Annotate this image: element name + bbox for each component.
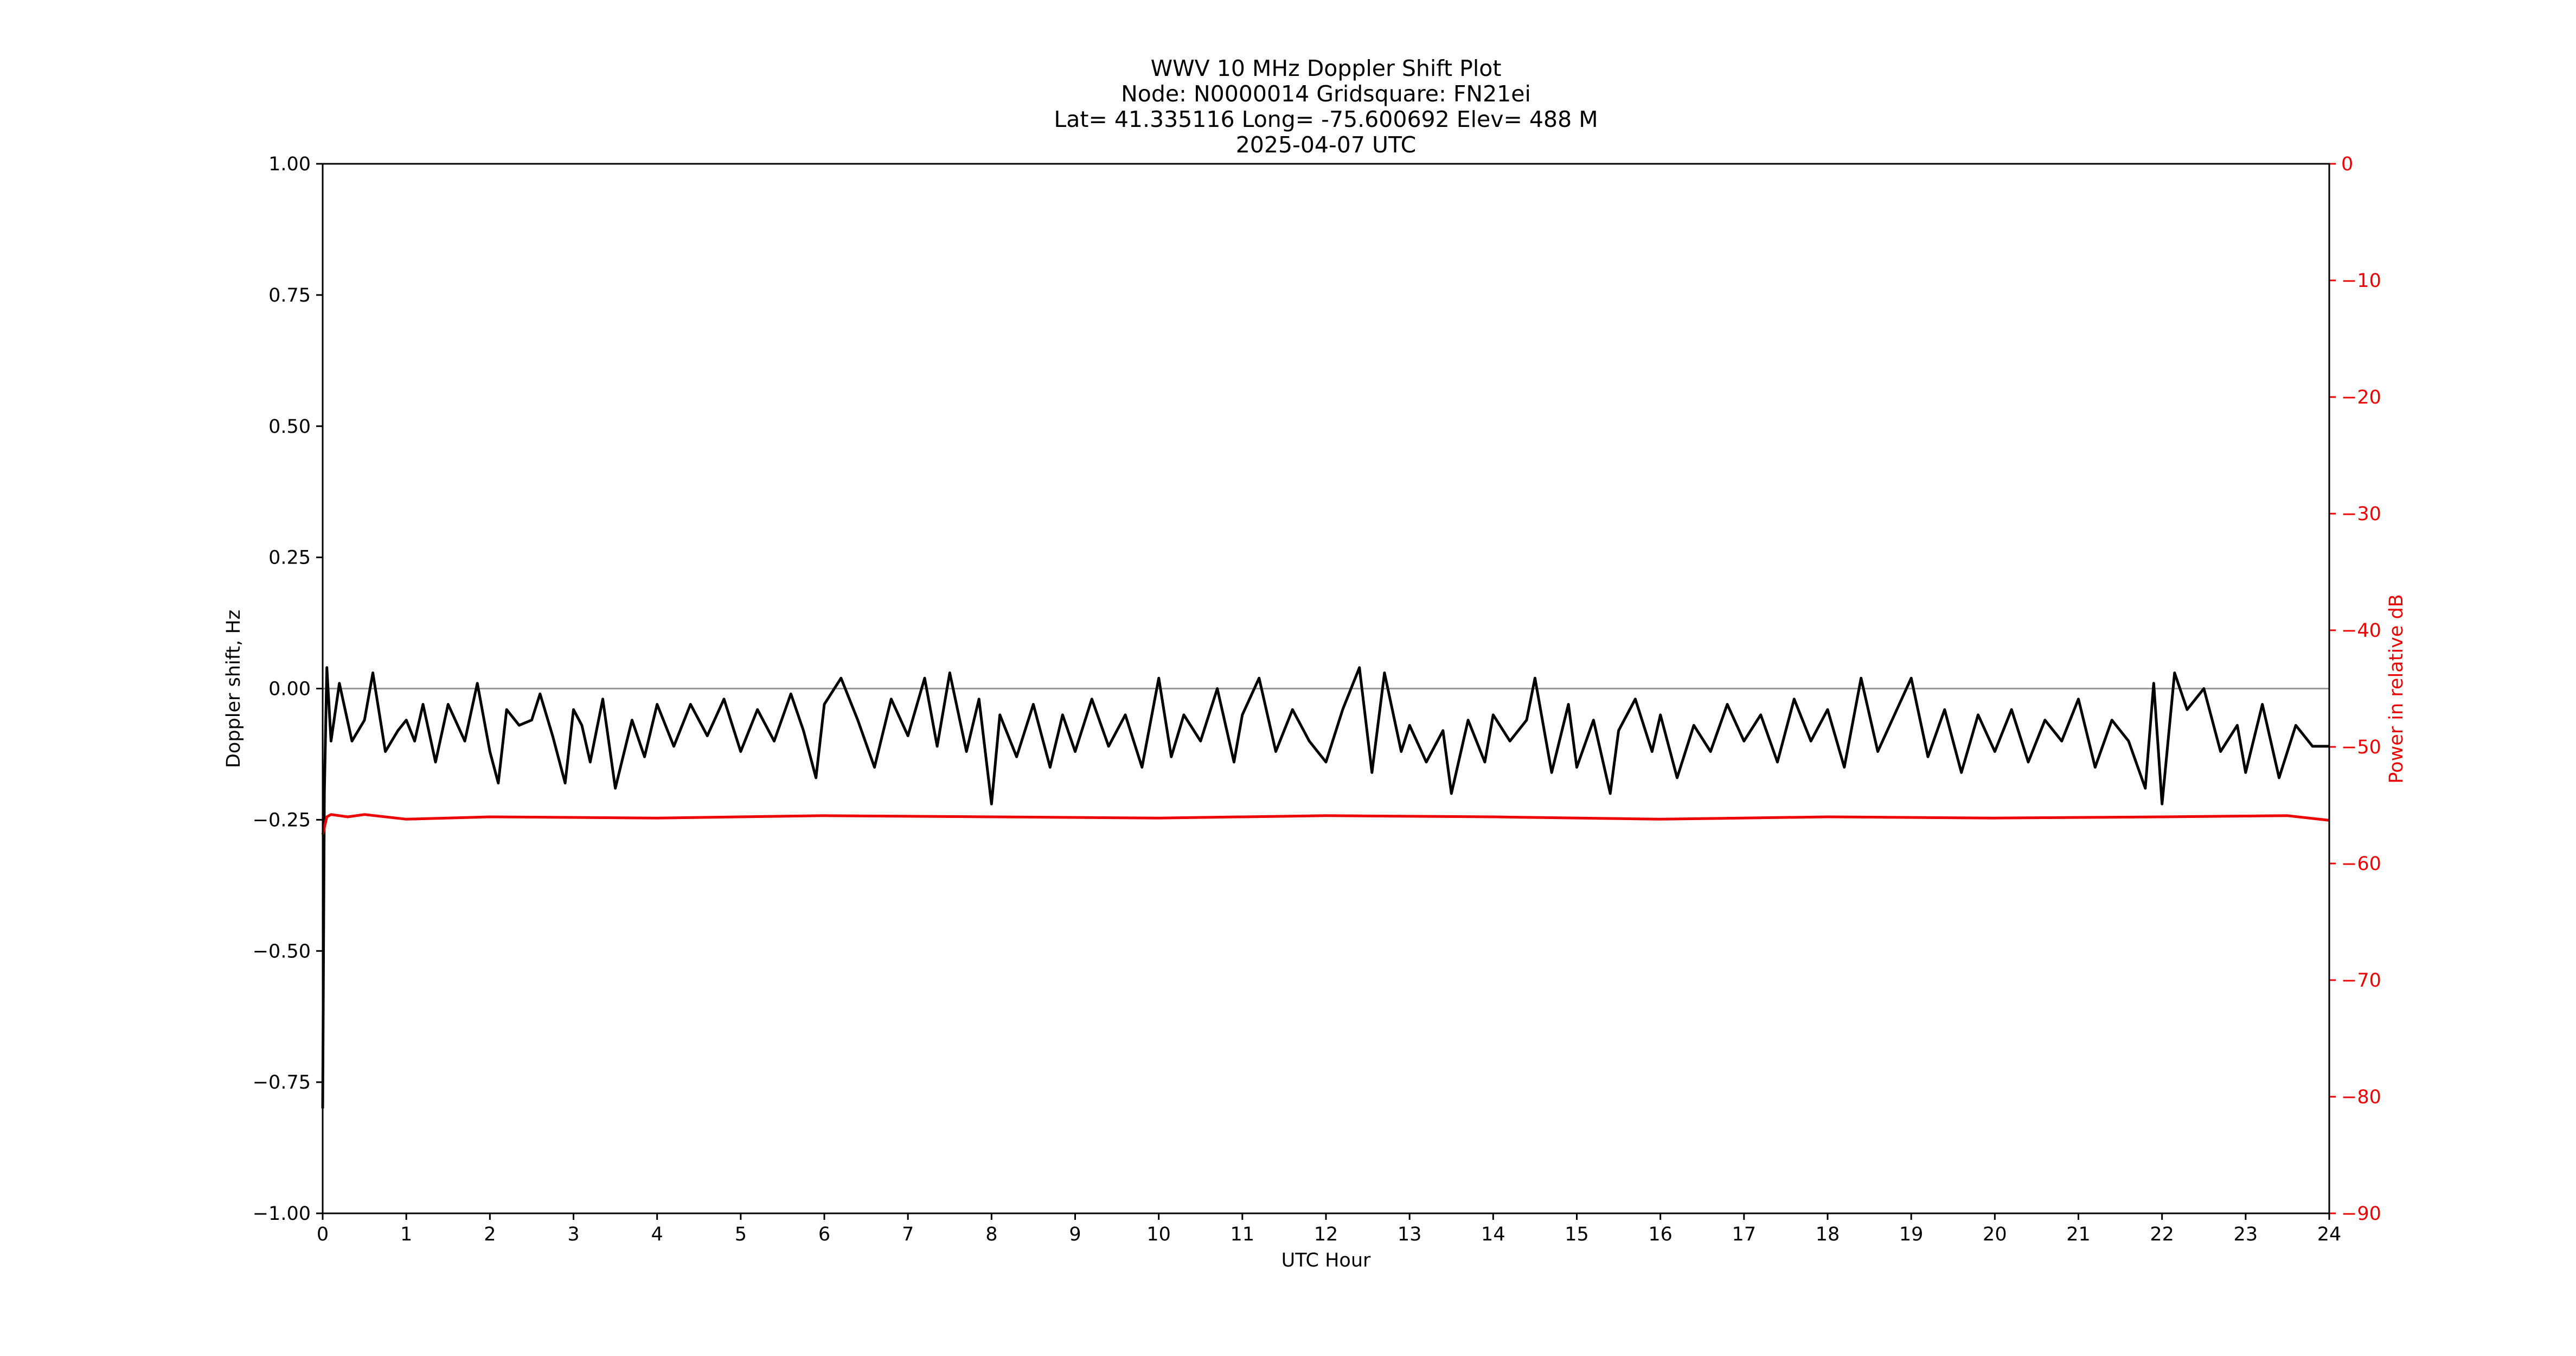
x-tick-label: 19 — [1899, 1224, 1924, 1245]
axis-ticks: 0 1 2 3 4 5 6 7 8 9 10 11 12 13 14 15 16 17 18 19 20 21 22 23 24… — [253, 153, 2381, 1245]
x-tick-label: 21 — [2066, 1224, 2091, 1245]
y-tick-label: 0.25 — [268, 547, 311, 569]
x-tick-label: 24 — [2317, 1224, 2342, 1245]
x-tick-label: 17 — [1732, 1224, 1757, 1245]
y2-tick-label: −20 — [2341, 387, 2381, 408]
x-tick-label: 12 — [1314, 1224, 1338, 1245]
y2-tick-label: −70 — [2341, 970, 2381, 992]
x-tick-label: 14 — [1481, 1224, 1505, 1245]
y-tick-label: 0.75 — [268, 285, 311, 306]
y2-tick-label: −10 — [2341, 270, 2381, 292]
x-tick-label: 1 — [400, 1224, 412, 1245]
x-tick-label: 22 — [2150, 1224, 2174, 1245]
y2-tick-label: −80 — [2341, 1086, 2381, 1108]
chart-title-line-4: 2025-04-07 UTC — [1236, 132, 1417, 158]
x-tick-label: 6 — [818, 1224, 830, 1245]
chart-title-line-3: Lat= 41.335116 Long= -75.600692 Elev= 48… — [1054, 106, 1598, 132]
y2-tick-label: −40 — [2341, 620, 2381, 642]
plot-frame — [322, 163, 2330, 1214]
y2-axis-label: Power in relative dB — [2386, 594, 2407, 783]
x-tick-label: 11 — [1231, 1224, 1255, 1245]
y2-tick-label: −30 — [2341, 503, 2381, 525]
x-tick-label: 15 — [1565, 1224, 1589, 1245]
x-tick-label: 10 — [1146, 1224, 1171, 1245]
y-tick-label: −1.00 — [253, 1203, 311, 1225]
y-tick-label: −0.50 — [253, 941, 311, 962]
plot-area — [321, 666, 2330, 1109]
x-tick-label: 18 — [1816, 1224, 1840, 1245]
x-tick-label: 2 — [484, 1224, 496, 1245]
y2-tick-label: −50 — [2341, 737, 2381, 758]
y2-tick-label: −90 — [2341, 1203, 2381, 1225]
doppler-series-line — [321, 666, 2329, 1109]
x-tick-label: 7 — [902, 1224, 914, 1245]
x-tick-label: 23 — [2234, 1224, 2258, 1245]
y-tick-label: 0.00 — [268, 679, 311, 700]
x-tick-label: 0 — [317, 1224, 329, 1245]
y2-tick-label: 0 — [2341, 153, 2353, 175]
x-tick-label: 13 — [1398, 1224, 1422, 1245]
x-tick-label: 3 — [567, 1224, 579, 1245]
x-tick-label: 4 — [651, 1224, 663, 1245]
x-axis-label: UTC Hour — [1281, 1250, 1371, 1271]
chart-title-line-2: Node: N0000014 Gridsquare: FN21ei — [1121, 81, 1531, 107]
x-tick-label: 16 — [1648, 1224, 1673, 1245]
y-tick-label: 1.00 — [268, 153, 311, 175]
chart-title-line-1: WWV 10 MHz Doppler Shift Plot — [1151, 55, 1502, 81]
x-tick-label: 8 — [985, 1224, 997, 1245]
y-axis-label: Doppler shift, Hz — [223, 610, 245, 768]
x-tick-label: 9 — [1069, 1224, 1081, 1245]
x-tick-label: 20 — [1983, 1224, 2007, 1245]
y-tick-label: −0.25 — [253, 809, 311, 831]
x-tick-label: 5 — [735, 1224, 747, 1245]
power-series-line — [321, 813, 2330, 835]
y2-tick-label: −60 — [2341, 853, 2381, 875]
y-tick-label: −0.75 — [253, 1072, 311, 1093]
y-tick-label: 0.50 — [268, 416, 311, 438]
